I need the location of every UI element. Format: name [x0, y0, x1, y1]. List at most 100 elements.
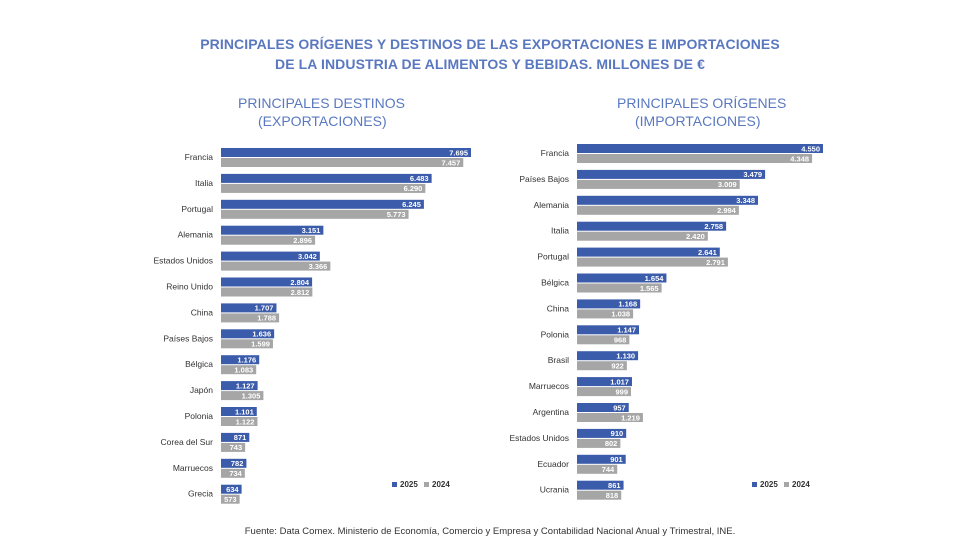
left-panel-title-line1: PRINCIPALES DESTINOS: [238, 95, 406, 111]
exports-bar-2025: [221, 199, 424, 209]
exports-category-label: Francia: [185, 152, 214, 162]
imports-bar-2025: [577, 299, 641, 309]
left-panel-title: PRINCIPALES DESTINOS (EXPORTACIONES): [238, 94, 405, 130]
imports-bar-label-2024: 4.348: [790, 154, 809, 163]
exports-bar-label-2024: 6.290: [404, 184, 423, 193]
imports-category-label: Ucrania: [540, 485, 570, 495]
imports-bar-2024: [577, 309, 634, 319]
exports-bar-label-2025: 3.042: [298, 252, 317, 261]
imports-bar-label-2024: 1.038: [611, 310, 630, 319]
right-panel-title-line2: (IMPORTACIONES): [635, 113, 761, 129]
exports-bar-2024: [221, 417, 258, 426]
exports-category-label: Países Bajos: [163, 333, 213, 343]
exports-bar-2025: [221, 303, 277, 313]
imports-bar-2024: [577, 231, 708, 241]
exports-bar-2024: [221, 494, 240, 504]
exports-bar-2024: [221, 209, 409, 219]
exports-category-label: Italia: [195, 178, 213, 188]
imports-bar-2025: [577, 454, 626, 464]
exports-bar-label-2024: 1.599: [251, 340, 270, 349]
exports-bar-2025: [221, 355, 260, 365]
exports-bar-2025: [221, 251, 320, 261]
imports-bar-2025: [577, 169, 766, 179]
imports-bar-label-2024: 1.219: [621, 413, 640, 422]
exports-bar-label-2024: 734: [229, 469, 242, 478]
exports-category-label: Reino Unido: [166, 282, 213, 292]
imports-bar-label-2025: 1.147: [617, 326, 636, 335]
imports-bar-2025: [577, 377, 632, 387]
exports-bar-label-2024: 5.773: [387, 210, 406, 219]
imports-bar-2025: [577, 480, 624, 490]
imports-bar-label-2024: 2.791: [706, 258, 725, 267]
imports-bar-2025: [577, 325, 640, 335]
imports-bar-label-2025: 901: [610, 455, 623, 464]
exports-bar-label-2024: 743: [230, 443, 243, 452]
exports-bar-label-2024: 7.457: [441, 158, 460, 167]
imports-bar-label-2024: 3.009: [718, 180, 737, 189]
exports-legend-swatch-2024: [424, 482, 429, 487]
imports-category-label: Francia: [541, 148, 570, 158]
imports-bar-2024: [577, 387, 632, 397]
exports-category-label: Grecia: [188, 489, 213, 499]
imports-bar-2024: [577, 205, 739, 215]
exports-bar-label-2025: 782: [231, 459, 244, 468]
exports-category-label: Polonia: [185, 411, 214, 421]
exports-bar-label-2025: 1.707: [255, 304, 274, 313]
imports-bar-2025: [577, 221, 727, 231]
imports-bar-label-2025: 4.550: [801, 144, 820, 153]
exports-bar-2025: [221, 173, 432, 183]
exports-bar-label-2025: 634: [226, 485, 239, 494]
imports-bar-2025: [577, 247, 720, 257]
imports-bar-label-2024: 2.420: [686, 232, 705, 241]
imports-bar-label-2025: 1.130: [616, 352, 635, 361]
imports-bar-2024: [577, 438, 621, 448]
exports-bar-label-2025: 871: [234, 433, 247, 442]
exports-bar-2025: [221, 407, 257, 416]
exports-bar-2025: [221, 432, 250, 442]
exports-bar-2025: [221, 484, 242, 494]
imports-bar-label-2024: 802: [605, 439, 618, 448]
imports-bar-2025: [577, 403, 629, 412]
exports-bar-2024: [221, 183, 426, 193]
exports-bar-2024: [221, 468, 245, 478]
imports-bar-label-2025: 3.348: [736, 196, 755, 205]
imports-category-label: Portugal: [537, 252, 569, 262]
exports-bar-label-2025: 6.245: [402, 200, 421, 209]
exports-category-label: Corea del Sur: [161, 437, 214, 447]
imports-category-label: Polonia: [541, 329, 570, 339]
exports-bar-label-2024: 1.122: [236, 417, 255, 426]
exports-bar-label-2025: 6.483: [410, 174, 429, 183]
imports-bar-2025: [577, 195, 759, 205]
imports-category-label: Argentina: [533, 407, 570, 417]
exports-bar-label-2025: 3.151: [302, 226, 321, 235]
exports-bar-2025: [221, 277, 313, 287]
imports-category-label: Italia: [551, 226, 569, 236]
exports-bar-2025: [221, 148, 471, 157]
imports-bar-label-2025: 1.017: [610, 377, 629, 386]
imports-bar-label-2025: 3.479: [743, 170, 762, 179]
exports-bar-2025: [221, 329, 275, 339]
imports-bar-2024: [577, 257, 728, 267]
imports-legend-label-2024: 2024: [792, 480, 810, 489]
right-panel-title-line1: PRINCIPALES ORÍGENES: [617, 95, 787, 111]
imports-category-label: China: [547, 303, 569, 313]
imports-category-label: Bélgica: [541, 278, 569, 288]
imports-bar-2025: [577, 351, 639, 361]
exports-category-label: Japón: [190, 385, 213, 395]
exports-bar-2024: [221, 365, 257, 375]
imports-bar-label-2024: 968: [614, 336, 627, 345]
exports-bar-2024: [221, 442, 246, 452]
exports-category-label: Bélgica: [185, 359, 213, 369]
exports-legend-label-2024: 2024: [432, 480, 450, 489]
imports-bar-label-2025: 861: [608, 481, 621, 490]
imports-category-label: Estados Unidos: [509, 433, 569, 443]
exports-bar-2025: [221, 225, 324, 235]
exports-legend-swatch-2025: [392, 482, 397, 487]
imports-bar-label-2024: 1.565: [640, 284, 659, 293]
exports-bar-label-2024: 2.812: [291, 288, 310, 297]
exports-bar-label-2024: 1.083: [234, 366, 253, 375]
exports-bar-label-2024: 2.896: [293, 236, 312, 245]
main-title-line1: PRINCIPALES ORÍGENES Y DESTINOS DE LAS E…: [200, 36, 780, 52]
imports-bar-label-2024: 744: [602, 465, 615, 474]
